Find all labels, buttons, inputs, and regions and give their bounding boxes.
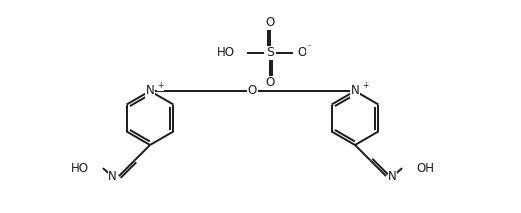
Text: S: S (266, 46, 274, 59)
Text: O: O (248, 85, 257, 98)
Text: N: N (351, 85, 359, 98)
Text: N: N (146, 85, 154, 98)
Text: O: O (297, 46, 306, 59)
Text: N: N (108, 170, 117, 183)
Text: O: O (265, 16, 275, 29)
Text: ⁻: ⁻ (306, 43, 311, 52)
Text: HO: HO (71, 162, 89, 175)
Text: +: + (362, 82, 368, 91)
Text: +: + (157, 82, 164, 91)
Text: HO: HO (217, 46, 235, 59)
Text: N: N (388, 170, 397, 183)
Text: OH: OH (416, 162, 434, 175)
Text: O: O (265, 76, 275, 89)
